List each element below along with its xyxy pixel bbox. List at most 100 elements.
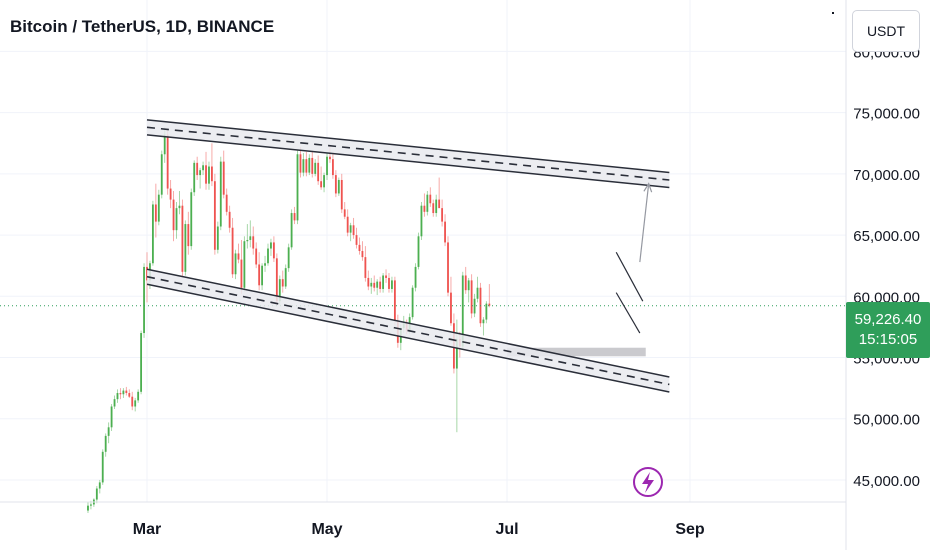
time-axis[interactable]: Mar May Jul Sep bbox=[133, 521, 705, 538]
lightning-icon[interactable] bbox=[633, 467, 663, 497]
upper-channel-line-edge-bottom bbox=[146, 134, 670, 189]
candle-body bbox=[470, 280, 473, 314]
candle-body bbox=[143, 266, 145, 334]
candle-body bbox=[482, 319, 485, 324]
currency-button[interactable]: USDT bbox=[852, 10, 920, 52]
candle bbox=[205, 151, 207, 190]
drawings-back-layer[interactable] bbox=[507, 347, 646, 357]
bar-countdown: 15:15:05 bbox=[858, 331, 918, 348]
candle-body bbox=[391, 280, 393, 289]
candle-body bbox=[461, 275, 464, 347]
candle bbox=[367, 270, 370, 291]
candle bbox=[364, 246, 367, 282]
candle bbox=[358, 237, 361, 255]
candle bbox=[116, 389, 119, 403]
candle-body bbox=[417, 236, 420, 267]
candle bbox=[290, 209, 293, 250]
grid bbox=[0, 0, 846, 502]
candle-body bbox=[296, 154, 299, 221]
price-tick-label: 70,000.00 bbox=[853, 167, 920, 184]
candle bbox=[476, 276, 479, 303]
candle bbox=[231, 217, 234, 278]
candle-body bbox=[423, 205, 426, 212]
candle bbox=[305, 151, 308, 177]
lower-channel-line[interactable] bbox=[146, 268, 670, 393]
price-axis[interactable]: 80,000.0075,000.0070,000.0065,000.0060,0… bbox=[853, 44, 920, 490]
candle bbox=[293, 206, 296, 225]
candle bbox=[417, 232, 420, 270]
candle bbox=[296, 150, 299, 225]
candles bbox=[87, 127, 491, 514]
target-arrow[interactable] bbox=[639, 182, 653, 263]
candle-body bbox=[420, 205, 423, 237]
candle-body bbox=[317, 162, 320, 182]
candle-body bbox=[355, 235, 358, 245]
candle-body bbox=[370, 282, 373, 287]
candle-body bbox=[379, 281, 382, 289]
candle-body bbox=[323, 175, 325, 188]
time-tick-label: Mar bbox=[133, 521, 161, 538]
time-tick-label: May bbox=[311, 521, 342, 538]
candle bbox=[376, 279, 379, 296]
lower-channel-line-edge-top bbox=[146, 268, 670, 378]
chart-title[interactable]: Bitcoin / TetherUS, 1D, BINANCE bbox=[10, 17, 275, 36]
flag-upper-line[interactable] bbox=[615, 251, 644, 302]
candle-body bbox=[444, 221, 446, 243]
candle-body bbox=[199, 170, 202, 176]
candle bbox=[388, 273, 390, 293]
candle-body bbox=[467, 280, 470, 291]
lower-channel-line-edge-bottom bbox=[146, 283, 670, 393]
candle bbox=[166, 128, 169, 195]
candle-body bbox=[193, 162, 196, 193]
target-arrow-head bbox=[643, 182, 653, 193]
candle-body bbox=[202, 165, 204, 171]
support-zone[interactable] bbox=[507, 347, 646, 357]
candle-body bbox=[166, 134, 169, 189]
candle-body bbox=[134, 400, 137, 407]
candle-body bbox=[382, 275, 385, 289]
candle-body bbox=[435, 199, 438, 214]
menu-dot[interactable] bbox=[832, 12, 834, 14]
candle-body bbox=[281, 279, 284, 287]
candle bbox=[154, 183, 157, 238]
candle bbox=[122, 388, 125, 398]
candle-body bbox=[361, 251, 364, 258]
candle-body bbox=[267, 248, 269, 264]
candle-body bbox=[308, 157, 311, 173]
candle-body bbox=[340, 179, 343, 210]
upper-channel-line[interactable] bbox=[146, 119, 670, 189]
candle bbox=[340, 173, 343, 214]
candle bbox=[343, 202, 346, 220]
candle bbox=[219, 156, 222, 231]
candle-body bbox=[337, 179, 340, 194]
candle-body bbox=[373, 282, 376, 288]
candle bbox=[172, 191, 175, 242]
candle bbox=[157, 189, 160, 226]
flag-lower-line[interactable] bbox=[615, 292, 641, 334]
candle bbox=[252, 226, 255, 255]
candle bbox=[299, 146, 302, 178]
candle bbox=[414, 263, 417, 292]
candle bbox=[119, 388, 122, 400]
candle-body bbox=[95, 488, 98, 500]
candle bbox=[361, 241, 364, 261]
candle-body bbox=[272, 242, 275, 259]
candle bbox=[270, 238, 272, 256]
candle bbox=[249, 220, 252, 248]
drawings-front-layer[interactable] bbox=[0, 119, 846, 393]
candle bbox=[308, 154, 311, 176]
candle-body bbox=[429, 194, 432, 204]
candle-body bbox=[447, 242, 449, 293]
candle bbox=[211, 143, 213, 187]
candle bbox=[423, 193, 426, 217]
candle bbox=[140, 330, 143, 395]
candle bbox=[482, 317, 485, 336]
candle bbox=[435, 194, 438, 217]
candle-body bbox=[343, 209, 346, 217]
candle bbox=[228, 205, 231, 233]
upper-channel-line-edge-top bbox=[146, 119, 670, 174]
candle bbox=[137, 389, 140, 403]
candle-body bbox=[261, 265, 264, 286]
